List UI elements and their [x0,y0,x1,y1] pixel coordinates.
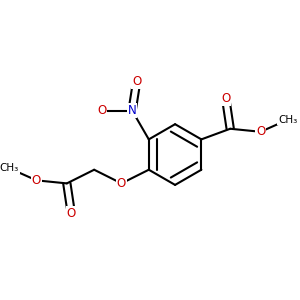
Text: N: N [128,104,136,117]
Text: O: O [221,92,230,105]
Text: O: O [97,104,106,117]
Text: O: O [117,177,126,190]
Text: CH₃: CH₃ [0,163,19,173]
Text: O: O [256,125,265,138]
Text: O: O [67,207,76,220]
Text: O: O [32,174,41,187]
Text: O: O [132,75,141,88]
Text: CH₃: CH₃ [278,115,298,124]
